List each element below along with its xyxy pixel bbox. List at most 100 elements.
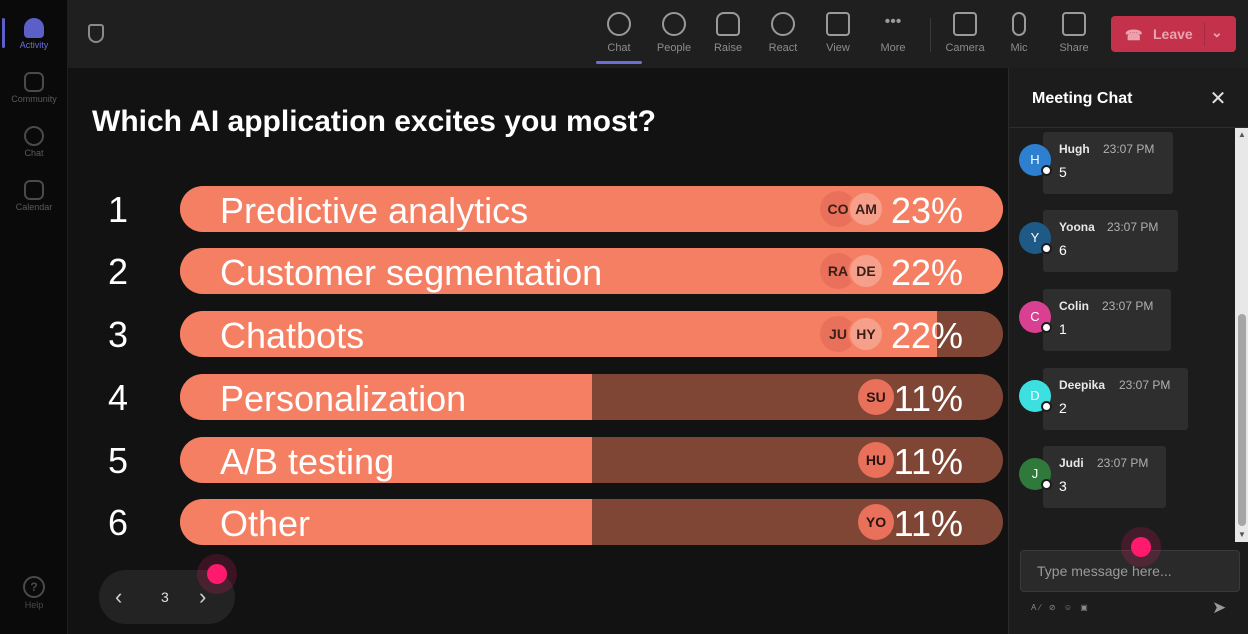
poll-option-fill: [180, 499, 592, 545]
poll-option-bar: Chatbots JU HY 22%: [180, 311, 1003, 357]
calendar-icon: [24, 180, 44, 200]
chevron-right-icon[interactable]: ›: [199, 584, 207, 609]
leave-button[interactable]: ☎ Leave ⌄: [1111, 16, 1236, 52]
voter-avatar: SU: [858, 379, 894, 415]
chat-message-text: 5: [1059, 164, 1067, 180]
poll-option-row: 6 Other YO 11%: [68, 498, 1008, 546]
poll-option-row: 3 Chatbots JU HY 22%: [68, 310, 1008, 358]
voter-avatar: HY: [848, 316, 884, 352]
toolbar-camera-button[interactable]: Camera: [940, 10, 990, 62]
rail-item-label: Community: [11, 94, 57, 104]
chat-title: Meeting Chat: [1032, 90, 1133, 107]
toolbar-button-label: More: [880, 42, 906, 54]
leave-divider: [1204, 22, 1205, 46]
avatar: H: [1019, 144, 1051, 176]
poll-option-rank: 2: [108, 251, 129, 292]
scroll-down-icon[interactable]: ▼: [1238, 530, 1246, 539]
camera-off-icon: [953, 12, 977, 36]
grid-icon: [826, 12, 850, 36]
rail-item-community[interactable]: Community: [0, 62, 68, 114]
toolbar-view-button[interactable]: View: [813, 10, 863, 62]
chat-timestamp: 23:07 PM: [1097, 456, 1149, 470]
rail-item-label: Activity: [19, 40, 49, 50]
help-button[interactable]: ? Help: [0, 576, 68, 610]
chat-timestamp: 23:07 PM: [1119, 378, 1171, 392]
toolbar-react-button[interactable]: React: [758, 10, 808, 62]
poll-option-rank: 5: [108, 440, 129, 481]
format-toolbar-icon[interactable]: A⁄ ⊘ ☺ ▣: [1031, 603, 1091, 612]
chat-timestamp: 23:07 PM: [1102, 299, 1154, 313]
pointer-indicator: [1131, 537, 1151, 557]
poll-option-percent: 22%: [890, 315, 963, 356]
poll-option-bar: A/B testing HU 11%: [180, 437, 1003, 483]
poll-option-fill: [180, 311, 937, 357]
help-icon: ?: [23, 576, 45, 598]
poll-option-rank: 3: [108, 314, 129, 355]
chat-message-bubble: Colin 23:07 PM 1: [1043, 289, 1171, 351]
send-icon[interactable]: ➤: [1212, 598, 1227, 617]
presentation-stage: Which AI application excites you most? 1…: [68, 68, 1008, 634]
toolbar-button-label: Raise: [713, 42, 743, 54]
chat-icon: [607, 12, 631, 36]
toolbar-people-button[interactable]: People: [649, 10, 699, 62]
toolbar-button-label: People: [656, 42, 692, 54]
toolbar-chat-button[interactable]: Chat: [594, 10, 644, 64]
rail-item-calendar[interactable]: Calendar: [0, 170, 68, 222]
chat-divider: [1009, 127, 1248, 128]
toolbar-mic-button[interactable]: Mic: [994, 10, 1044, 62]
scroll-up-icon[interactable]: ▲: [1238, 130, 1246, 139]
more-icon: •••: [884, 13, 902, 30]
toolbar-raise-button[interactable]: Raise: [703, 10, 753, 62]
chat-icon: [24, 126, 44, 146]
rail-item-chat[interactable]: Chat: [0, 116, 68, 168]
chat-sender-name: Hugh: [1059, 142, 1090, 156]
poll-option-row: 4 Personalization SU 11%: [68, 373, 1008, 421]
toolbar-button-label: Mic: [1010, 42, 1028, 54]
poll-option-percent: 11%: [893, 503, 963, 544]
community-icon: [24, 72, 44, 92]
poll-option-bar: Personalization SU 11%: [180, 374, 1003, 420]
shield-icon[interactable]: [88, 24, 104, 43]
chat-scrollbar-thumb[interactable]: [1238, 314, 1246, 526]
chevron-left-icon[interactable]: ‹: [115, 584, 123, 609]
slide-number: 3: [161, 589, 169, 605]
chat-message-list[interactable]: Hugh 23:07 PM 5 H Yoona 23:07 PM 6 Y Colin 23:07 …: [1009, 128, 1235, 542]
rail-item-label: Calendar: [15, 202, 53, 212]
poll-option-label: Predictive analytics: [220, 190, 529, 231]
toolbar-share-button[interactable]: Share: [1049, 10, 1099, 62]
poll-option-bar: Customer segmentation RA DE 22%: [180, 248, 1003, 294]
toolbar-more-button[interactable]: ••• More: [868, 10, 918, 62]
chat-message-bubble: Hugh 23:07 PM 5: [1043, 132, 1173, 194]
voter-avatar: DE: [848, 253, 884, 289]
toolbar-button-label: Share: [1059, 42, 1089, 54]
chat-message-text: 3: [1059, 478, 1067, 494]
poll-option-rank: 1: [108, 189, 129, 230]
people-icon: [662, 12, 686, 36]
chat-message-input[interactable]: [1020, 550, 1240, 592]
close-icon[interactable]: ✕: [1209, 88, 1227, 110]
poll-option-bar: Other YO 11%: [180, 499, 1003, 545]
poll-option-rank: 6: [108, 502, 129, 543]
poll-option-row: 2 Customer segmentation RA DE 22%: [68, 247, 1008, 295]
poll-option-percent: 11%: [893, 378, 963, 419]
poll-option-label: Other: [220, 503, 311, 544]
hand-icon: [716, 12, 740, 36]
chat-message-bubble: Judi 23:07 PM 3: [1043, 446, 1166, 508]
bell-icon: [24, 18, 44, 38]
poll-option-percent: 23%: [890, 190, 963, 231]
share-icon: [1062, 12, 1086, 36]
voter-avatar: AM: [848, 191, 884, 227]
rail-item-activity[interactable]: Activity: [0, 8, 68, 60]
poll-option-fill: [180, 437, 592, 483]
toolbar-button-label: Camera: [945, 42, 985, 54]
chevron-down-icon[interactable]: ⌄: [1211, 24, 1223, 40]
mic-icon: [1012, 12, 1026, 36]
chat-sender-name: Colin: [1059, 299, 1089, 313]
chat-sender-name: Judi: [1059, 456, 1084, 470]
toolbar-button-label: React: [768, 42, 798, 54]
poll-option-label: Personalization: [220, 378, 467, 419]
voter-avatar: HU: [858, 442, 894, 478]
smile-icon: [771, 12, 795, 36]
chat-sender-name: Deepika: [1059, 378, 1106, 392]
